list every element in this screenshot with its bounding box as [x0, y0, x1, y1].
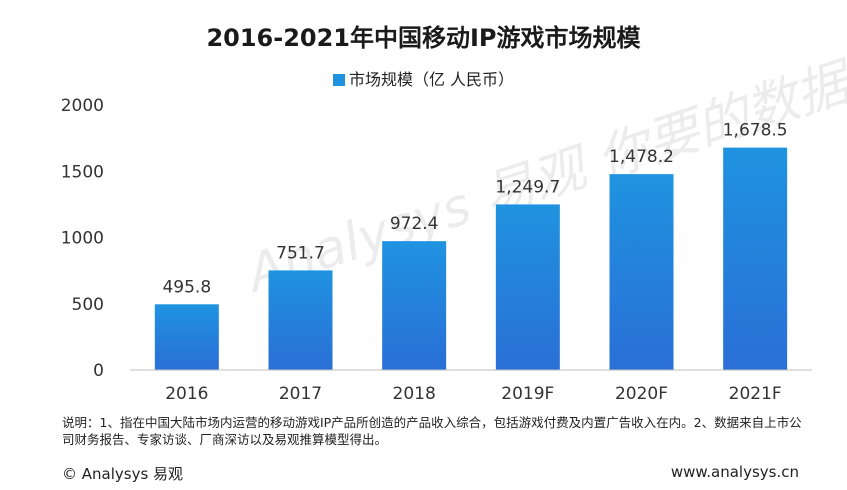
chart-legend: 市场规模（亿 人民币）: [0, 66, 847, 90]
y-tick-label: 500: [72, 295, 104, 315]
y-tick-label: 2000: [61, 96, 104, 116]
x-tick-label: 2016: [165, 384, 208, 404]
data-label: 1,678.5: [723, 121, 788, 141]
y-tick-label: 1500: [61, 162, 104, 182]
bar-2018: [382, 241, 447, 370]
chart-note: 说明：1、指在中国大陆市场内运营的移动游戏IP产品所创造的产品收入综合，包括游戏…: [62, 415, 802, 447]
bar-2020F: [609, 174, 674, 370]
chart-title: 2016-2021年中国移动IP游戏市场规模: [206, 24, 641, 52]
legend-swatch: [332, 74, 345, 86]
x-tick-label: 2019F: [501, 384, 554, 404]
bar-2016: [154, 304, 219, 370]
data-label: 495.8: [162, 277, 211, 297]
bar-chart: 0 500 1000 1500 2000 495.8 751.7 972.4 1,249.7 1…: [61, 96, 812, 404]
y-axis: 0 500 1000 1500 2000: [61, 96, 104, 381]
bars: 495.8 751.7 972.4 1,249.7 1,478.2 1,678.5: [154, 121, 788, 370]
data-label: 751.7: [276, 243, 325, 263]
x-tick-label: 2017: [279, 384, 322, 404]
data-label: 1,478.2: [609, 147, 674, 167]
y-tick-label: 1000: [61, 229, 104, 249]
x-tick-label: 2020F: [615, 384, 668, 404]
x-tick-label: 2018: [393, 384, 436, 404]
data-label: 1,249.7: [495, 177, 560, 197]
bar-2021F: [723, 147, 788, 370]
y-tick-label: 0: [93, 361, 104, 381]
legend-label: 市场规模（亿 人民币）: [348, 70, 515, 89]
bar-2019F: [495, 204, 560, 370]
copyright: © Analysys 易观: [62, 465, 184, 483]
website-link[interactable]: www.analysys.cn: [670, 463, 799, 481]
x-tick-label: 2021F: [729, 384, 782, 404]
bar-2017: [268, 270, 333, 370]
data-label: 972.4: [390, 214, 439, 234]
x-axis: 2016 2017 2018 2019F 2020F 2021F: [130, 369, 812, 404]
